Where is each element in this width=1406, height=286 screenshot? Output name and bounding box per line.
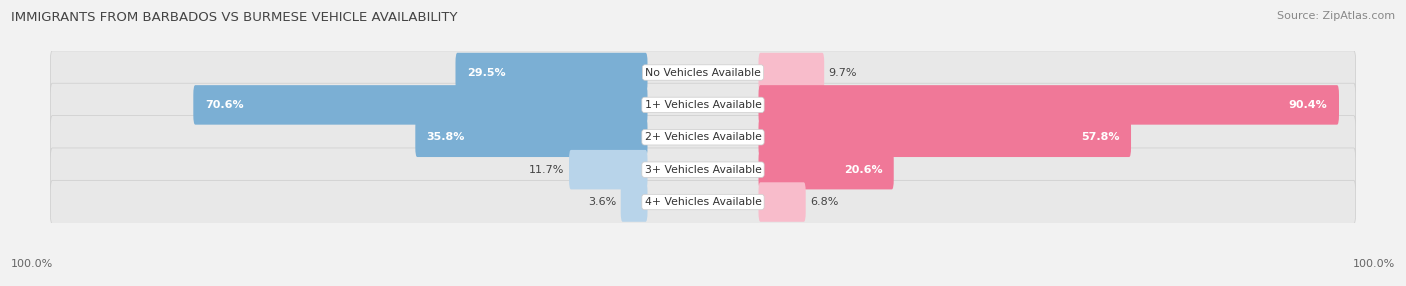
FancyBboxPatch shape [51,148,1355,191]
FancyBboxPatch shape [51,180,1355,224]
FancyBboxPatch shape [758,150,894,189]
FancyBboxPatch shape [569,150,648,189]
Text: IMMIGRANTS FROM BARBADOS VS BURMESE VEHICLE AVAILABILITY: IMMIGRANTS FROM BARBADOS VS BURMESE VEHI… [11,11,458,24]
Text: 90.4%: 90.4% [1289,100,1327,110]
FancyBboxPatch shape [51,83,1355,127]
FancyBboxPatch shape [51,116,1355,159]
FancyBboxPatch shape [758,118,1130,157]
FancyBboxPatch shape [758,85,1339,125]
Text: 6.8%: 6.8% [810,197,838,207]
Text: 35.8%: 35.8% [427,132,465,142]
Text: 20.6%: 20.6% [844,165,882,175]
FancyBboxPatch shape [415,118,648,157]
FancyBboxPatch shape [758,182,806,222]
Text: 3+ Vehicles Available: 3+ Vehicles Available [644,165,762,175]
FancyBboxPatch shape [620,182,648,222]
Text: 29.5%: 29.5% [467,67,506,78]
FancyBboxPatch shape [456,53,648,92]
FancyBboxPatch shape [758,53,824,92]
Text: 3.6%: 3.6% [588,197,616,207]
Text: No Vehicles Available: No Vehicles Available [645,67,761,78]
Text: 57.8%: 57.8% [1081,132,1119,142]
FancyBboxPatch shape [193,85,648,125]
Text: 11.7%: 11.7% [529,165,565,175]
Text: 1+ Vehicles Available: 1+ Vehicles Available [644,100,762,110]
Text: 100.0%: 100.0% [11,259,53,269]
Text: Source: ZipAtlas.com: Source: ZipAtlas.com [1277,11,1395,21]
Text: 70.6%: 70.6% [205,100,243,110]
Text: 100.0%: 100.0% [1353,259,1395,269]
Text: 4+ Vehicles Available: 4+ Vehicles Available [644,197,762,207]
Text: 2+ Vehicles Available: 2+ Vehicles Available [644,132,762,142]
FancyBboxPatch shape [51,51,1355,94]
Text: 9.7%: 9.7% [828,67,858,78]
Legend: Immigrants from Barbados, Burmese: Immigrants from Barbados, Burmese [564,284,842,286]
